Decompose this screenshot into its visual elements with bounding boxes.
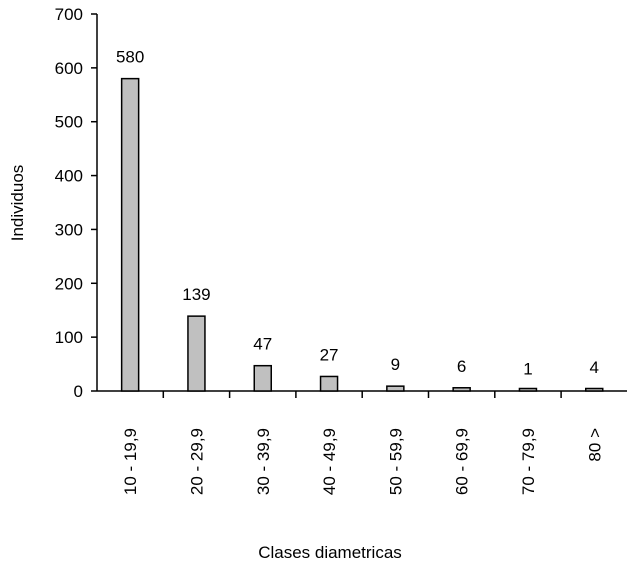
bar (120, 77, 140, 392)
bar-data-label: 47 (253, 335, 272, 354)
bar (452, 387, 471, 392)
bar-data-label: 580 (116, 48, 144, 67)
y-axis: 0 100 200 300 400 500 600 700 (55, 5, 98, 401)
x-axis: 10 - 19,9 20 - 29,9 30 - 39,9 40 - 49,9 50 -… (97, 390, 627, 495)
bar (253, 364, 272, 392)
bar (518, 387, 538, 392)
bar-data-label: 27 (320, 345, 339, 364)
y-tick-label: 200 (55, 274, 83, 293)
y-tick-label: 600 (55, 59, 83, 78)
bar-data-label: 139 (182, 285, 210, 304)
x-tick-label: 70 - 79,9 (519, 428, 538, 495)
y-tick-label: 400 (55, 167, 83, 186)
bar-data-label: 1 (523, 359, 532, 378)
x-tick-label: 40 - 49,9 (320, 428, 339, 495)
bar (319, 375, 339, 392)
bar-data-label: 4 (590, 358, 599, 377)
x-tick-label: 80 > (585, 428, 604, 462)
x-tick-label: 60 - 69,9 (453, 428, 472, 495)
bar (585, 387, 604, 392)
y-tick-label: 100 (55, 328, 83, 347)
data-labels: 580 139 47 27 9 6 1 4 (116, 48, 599, 379)
bar (386, 385, 405, 392)
y-tick-label: 700 (55, 5, 83, 24)
x-tick-label: 50 - 59,9 (386, 428, 405, 495)
bar-data-label: 9 (391, 355, 400, 374)
x-tick-label: 10 - 19,9 (121, 428, 140, 495)
x-axis-title: Clases diametricas (258, 543, 402, 562)
y-tick-label: 300 (55, 220, 83, 239)
y-axis-title: Individuos (8, 165, 27, 242)
x-tick-label: 30 - 39,9 (254, 428, 273, 495)
x-tick-label: 20 - 29,9 (187, 428, 206, 495)
bar-data-label: 6 (457, 357, 466, 376)
y-tick-label: 500 (55, 113, 83, 132)
y-tick-label: 0 (74, 382, 83, 401)
bar (187, 315, 206, 392)
bars (120, 77, 604, 392)
